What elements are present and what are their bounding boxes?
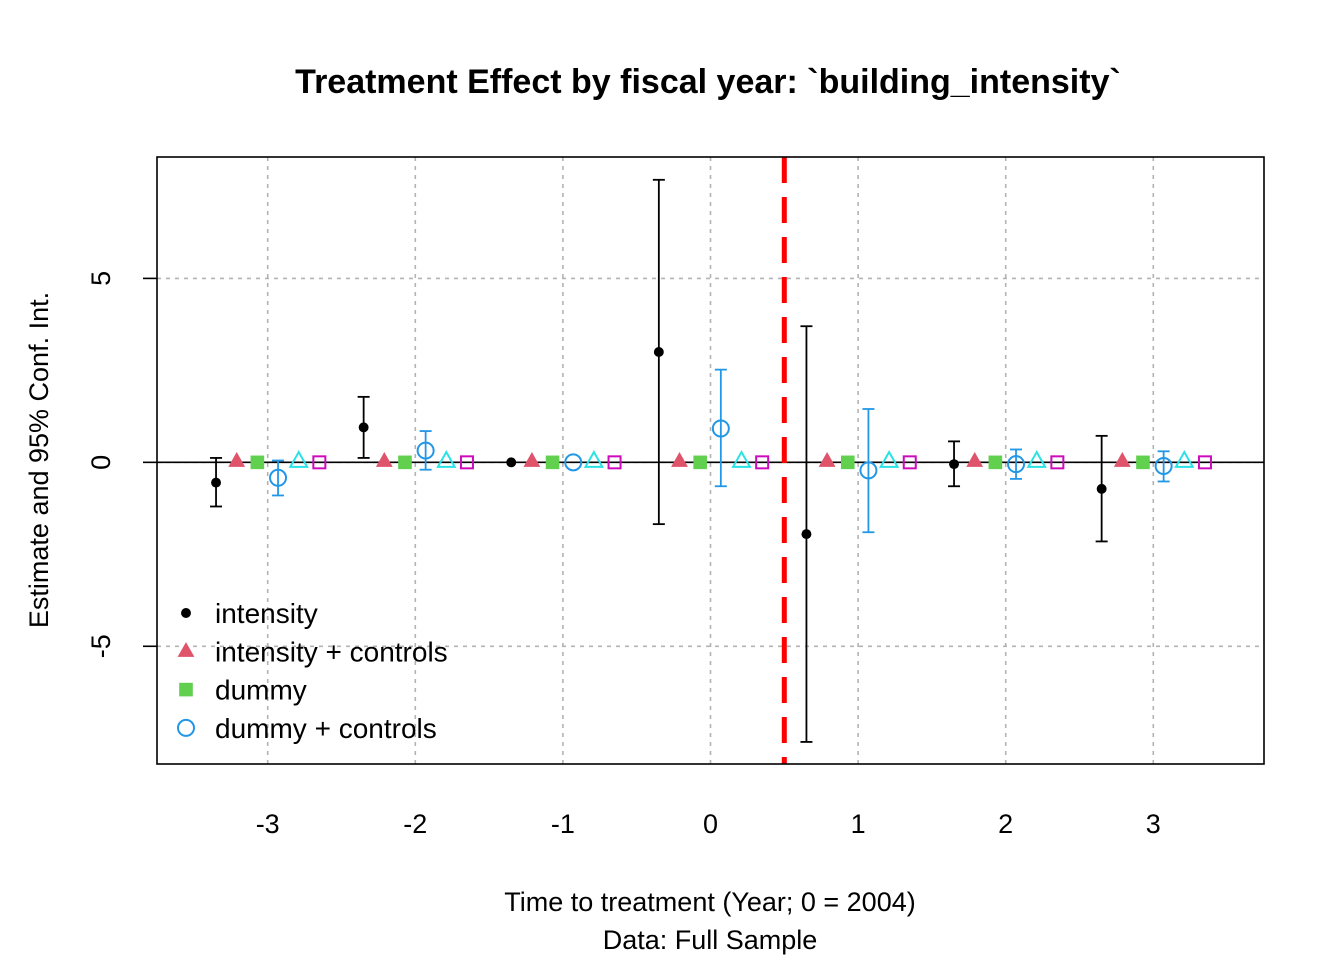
data-point (523, 452, 541, 467)
x-tick-label: 2 (998, 809, 1013, 839)
legend-label: dummy (215, 675, 307, 706)
series-filled-square (250, 455, 1150, 470)
series-open-triangle (288, 450, 1195, 468)
x-axis-label: Time to treatment (Year; 0 = 2004) (504, 887, 915, 917)
x-tick-label: -3 (256, 809, 280, 839)
data-point (731, 450, 752, 468)
legend-label: intensity + controls (215, 636, 448, 667)
data-point (416, 441, 435, 460)
data-point (607, 455, 622, 470)
data-point (671, 452, 688, 467)
data-point (1136, 455, 1150, 470)
series-filled-circle (210, 178, 1108, 743)
data-point (564, 453, 583, 472)
legend-swatch (177, 718, 195, 737)
data-point (1007, 455, 1026, 474)
data-point (269, 468, 288, 487)
x-tick-label: 1 (851, 809, 866, 839)
series-open-circle (269, 368, 1173, 534)
data-point (398, 455, 412, 470)
data-point (902, 455, 917, 470)
legend-swatch (177, 642, 195, 657)
legend-swatch (179, 682, 193, 697)
data-point (506, 457, 517, 468)
data-point (755, 455, 770, 470)
data-point (288, 450, 309, 468)
legend-label: dummy + controls (215, 713, 437, 744)
data-point (653, 347, 664, 357)
data-point (878, 450, 900, 468)
series-open-square (312, 455, 1212, 470)
data-point (840, 455, 855, 470)
data-point (801, 529, 812, 540)
data-point (583, 450, 605, 468)
x-axis-sublabel: Data: Full Sample (603, 925, 818, 955)
data-point (459, 455, 474, 470)
x-tick-label: -1 (551, 809, 575, 839)
reference-lines (157, 157, 1264, 764)
data-point (818, 452, 836, 467)
y-tick-label: 0 (86, 455, 116, 470)
data-point (1197, 455, 1212, 470)
data-point (211, 477, 221, 488)
series-filled-triangle (228, 452, 1131, 467)
data-point (312, 455, 327, 470)
legend-swatch (181, 608, 191, 618)
data-point (859, 461, 878, 480)
x-axis: -3 -2 -1 0 1 2 3 (256, 809, 1161, 839)
data-point (966, 452, 984, 467)
data-point (1154, 457, 1173, 476)
data-marks (210, 178, 1212, 743)
data-point (1174, 450, 1195, 468)
plot-frame (156, 156, 1265, 765)
y-tick-label: 5 (86, 271, 116, 286)
y-tick-label: -5 (86, 634, 116, 658)
data-point (228, 452, 246, 467)
data-point (1113, 452, 1131, 467)
data-point (1096, 483, 1107, 494)
x-tick-label: -2 (403, 809, 427, 839)
legend: intensity intensity + controls dummy dummy … (177, 598, 448, 744)
data-point (711, 419, 730, 438)
data-point (988, 455, 1003, 470)
y-axis: -5 0 5 (86, 271, 157, 658)
data-point (436, 450, 457, 468)
legend-label: intensity (215, 598, 318, 629)
data-point (545, 455, 560, 470)
x-tick-label: 3 (1146, 809, 1161, 839)
data-point (375, 452, 393, 467)
data-point (693, 455, 707, 470)
chart-title: Treatment Effect by fiscal year: `buildi… (295, 63, 1121, 101)
y-axis-label: Estimate and 95% Conf. Int. (24, 292, 54, 628)
data-point (250, 455, 265, 470)
x-tick-label: 0 (703, 809, 718, 839)
data-point (1050, 455, 1065, 470)
grid (157, 157, 1264, 764)
data-point (358, 422, 369, 433)
data-point (1026, 450, 1047, 468)
data-point (949, 459, 959, 470)
